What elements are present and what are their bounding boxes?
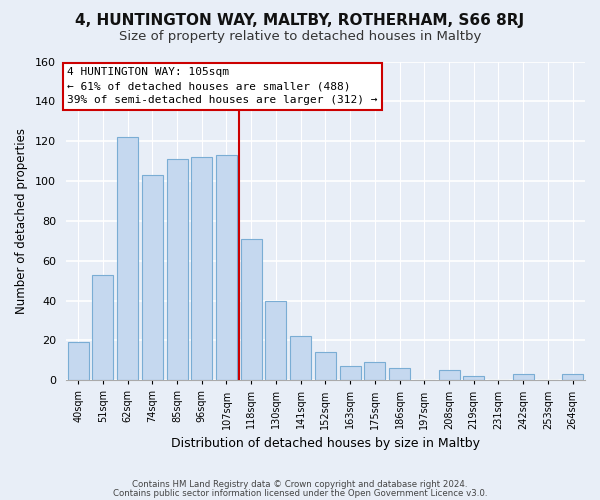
Bar [142, 175, 163, 380]
Bar [340, 366, 361, 380]
Bar [389, 368, 410, 380]
Text: Contains HM Land Registry data © Crown copyright and database right 2024.: Contains HM Land Registry data © Crown c… [132, 480, 468, 489]
Text: Contains public sector information licensed under the Open Government Licence v3: Contains public sector information licen… [113, 489, 487, 498]
Text: Size of property relative to detached houses in Maltby: Size of property relative to detached ho… [119, 30, 481, 43]
Bar [68, 342, 89, 380]
Bar [290, 336, 311, 380]
Bar [216, 155, 237, 380]
Bar [191, 157, 212, 380]
Bar [562, 374, 583, 380]
Bar [265, 300, 286, 380]
Bar [92, 274, 113, 380]
Bar [241, 239, 262, 380]
Y-axis label: Number of detached properties: Number of detached properties [15, 128, 28, 314]
Bar [512, 374, 533, 380]
Bar [315, 352, 336, 380]
X-axis label: Distribution of detached houses by size in Maltby: Distribution of detached houses by size … [171, 437, 480, 450]
Bar [117, 137, 138, 380]
Text: 4, HUNTINGTON WAY, MALTBY, ROTHERHAM, S66 8RJ: 4, HUNTINGTON WAY, MALTBY, ROTHERHAM, S6… [76, 12, 524, 28]
Text: 4 HUNTINGTON WAY: 105sqm
← 61% of detached houses are smaller (488)
39% of semi-: 4 HUNTINGTON WAY: 105sqm ← 61% of detach… [67, 68, 377, 106]
Bar [439, 370, 460, 380]
Bar [167, 159, 188, 380]
Bar [364, 362, 385, 380]
Bar [463, 376, 484, 380]
